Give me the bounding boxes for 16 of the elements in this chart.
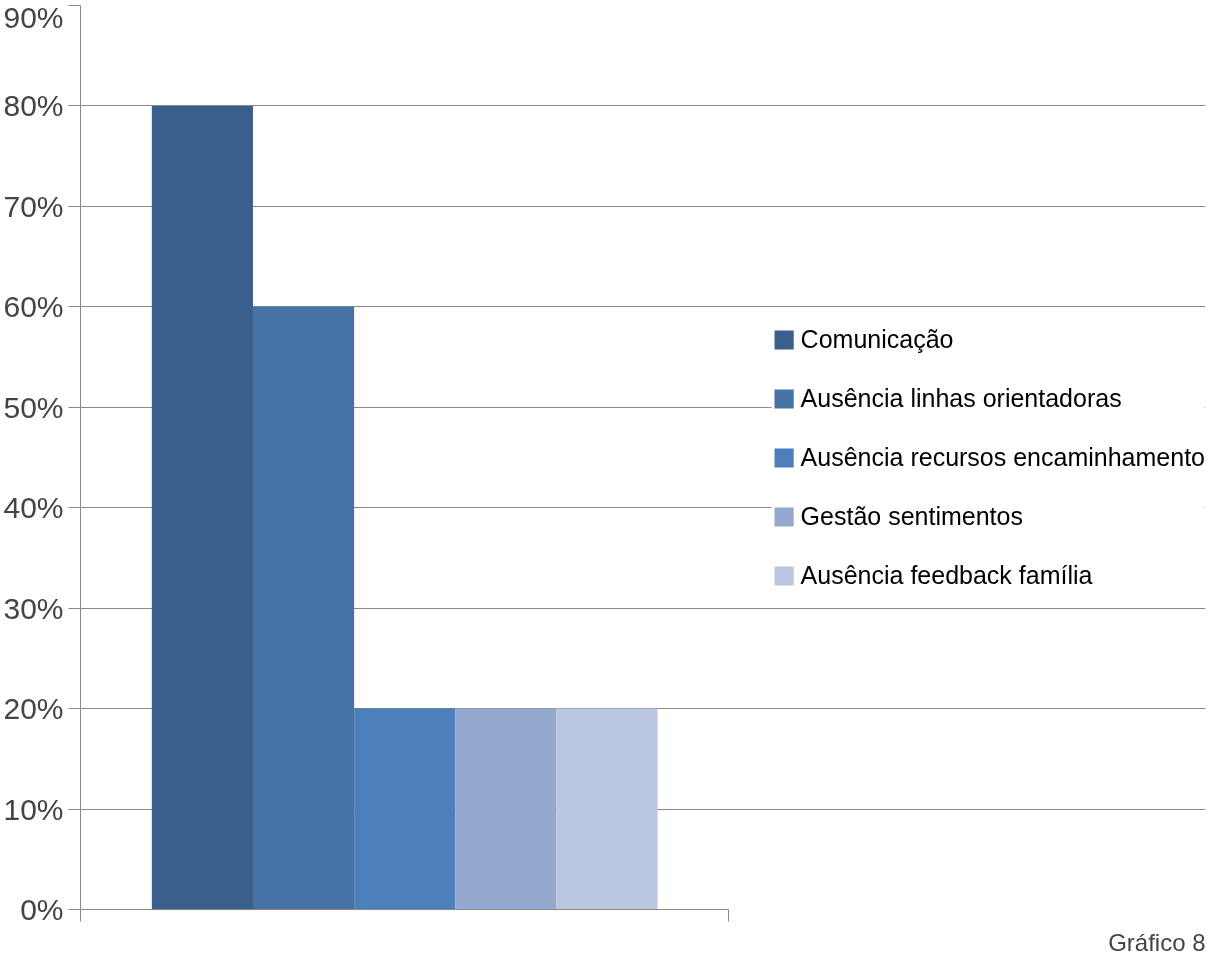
y-tick-label: 10% bbox=[3, 792, 64, 826]
legend-label: Ausência feedback família bbox=[800, 560, 1093, 590]
y-tick-label: 40% bbox=[3, 491, 64, 525]
y-tick-label: 0% bbox=[20, 893, 64, 926]
y-tick-label: 90% bbox=[3, 0, 64, 34]
y-tick-label: 60% bbox=[3, 290, 64, 324]
legend-label: Gestão sentimentos bbox=[800, 501, 1023, 531]
legend-label: Comunicação bbox=[800, 324, 954, 354]
text: Gráfico 8 bbox=[1108, 928, 1206, 956]
y-tick-label: 80% bbox=[3, 89, 64, 123]
y-tick-label: 50% bbox=[3, 390, 64, 424]
legend-label: Ausência linhas orientadoras bbox=[800, 383, 1122, 413]
y-tick-label: 30% bbox=[3, 591, 64, 625]
y-tick-label: 70% bbox=[3, 189, 64, 223]
legend-label: Ausência recursos encaminhamento bbox=[800, 442, 1205, 472]
y-tick-label: 20% bbox=[3, 692, 64, 726]
